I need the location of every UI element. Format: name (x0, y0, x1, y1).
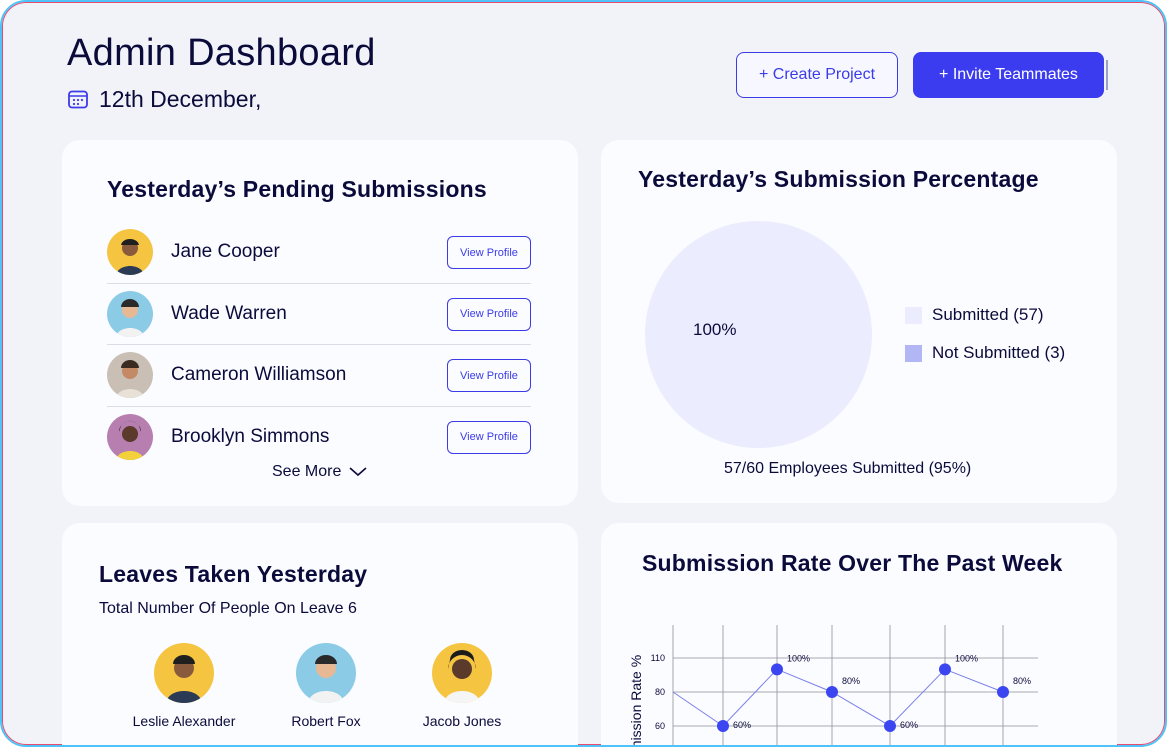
legend-item-not-submitted: Not Submitted (3) (905, 334, 1065, 372)
view-profile-button[interactable]: View Profile (447, 236, 531, 269)
data-point (939, 663, 951, 676)
leaves-taken-card: Leaves Taken Yesterday Total Number Of P… (62, 523, 578, 745)
data-point (997, 686, 1009, 698)
list-item: Brooklyn Simmons View Profile (107, 407, 531, 469)
y-tick-label: 80 (655, 687, 665, 697)
submission-rate-card: Submission Rate Over The Past Week 110 80… (601, 523, 1117, 747)
submission-percentage-title: Yesterday’s Submission Percentage (638, 166, 1039, 192)
person-name: Robert Fox (291, 713, 361, 729)
person-name: Jacob Jones (422, 713, 502, 729)
data-label: 60% (900, 720, 918, 730)
person-name: Leslie Alexander (132, 713, 236, 729)
chevron-down-icon (349, 467, 367, 477)
create-project-button[interactable]: + Create Project (736, 52, 898, 98)
leaves-subtitle: Total Number Of People On Leave 6 (99, 600, 357, 617)
y-tick-label: 110 (651, 653, 665, 663)
header-divider (1106, 60, 1108, 90)
person-name: Jane Cooper (171, 241, 280, 263)
view-profile-button[interactable]: View Profile (447, 297, 531, 331)
data-point (826, 686, 838, 698)
submission-percentage-card: Yesterday’s Submission Percentage 100% S… (601, 140, 1117, 503)
page-title: Admin Dashboard (67, 32, 376, 74)
avatar (154, 643, 214, 703)
person-name: Cameron Williamson (171, 364, 347, 386)
pending-submissions-title: Yesterday’s Pending Submissions (107, 176, 487, 202)
date-row: 12th December, (67, 84, 261, 114)
avatar (107, 414, 153, 461)
y-axis-label: Submission Rate % (628, 655, 644, 747)
list-item: Cameron Williamson View Profile (107, 345, 531, 407)
view-profile-button[interactable]: View Profile (447, 359, 531, 392)
legend-label: Submitted (57) (932, 305, 1044, 324)
list-item: Wade Warren View Profile (107, 284, 531, 345)
invite-teammates-button[interactable]: + Invite Teammates (913, 52, 1104, 98)
avatar (432, 643, 492, 703)
pie-label: 100% (693, 320, 737, 339)
current-date: 12th December, (99, 85, 262, 112)
legend-item-submitted: Submitted (57) (905, 296, 1065, 334)
view-profile-button[interactable]: View Profile (447, 420, 531, 454)
see-more-label: See More (272, 463, 342, 480)
avatar (107, 229, 153, 276)
pending-submissions-card: Yesterday’s Pending Submissions Jane Coo… (62, 140, 578, 506)
pending-list: Jane Cooper View Profile Wade Warren Vie… (107, 222, 531, 468)
list-item: Jane Cooper View Profile (107, 222, 531, 284)
data-point (717, 720, 729, 732)
avatar (296, 643, 356, 703)
data-point (884, 720, 896, 732)
list-item: Jacob Jones (392, 643, 532, 729)
data-label: 100% (787, 653, 810, 663)
list-item: Robert Fox (256, 643, 396, 729)
series-line (672, 668, 1004, 727)
data-point (771, 663, 783, 676)
submission-rate-title: Submission Rate Over The Past Week (642, 550, 1063, 576)
person-name: Brooklyn Simmons (171, 426, 330, 448)
avatar (107, 352, 153, 399)
list-item: Leslie Alexander (114, 643, 254, 729)
legend-swatch (905, 344, 922, 362)
y-tick-label: 60 (655, 721, 665, 731)
submission-rate-line-chart: 110 80 60 Submission Rate % 60% 100% 80% 60% 100… (628, 625, 1038, 747)
data-label: 60% (733, 720, 751, 730)
pie-legend: Submitted (57) Not Submitted (3) (905, 296, 1065, 372)
data-label: 80% (1013, 676, 1031, 686)
legend-label: Not Submitted (3) (932, 343, 1066, 362)
data-label: 80% (842, 676, 860, 686)
calendar-icon (68, 90, 88, 109)
data-label: 100% (955, 653, 978, 663)
avatar (107, 290, 153, 337)
submission-pie-chart (645, 221, 872, 448)
submission-summary: 57/60 Employees Submitted (95%) (724, 460, 972, 477)
leaves-title: Leaves Taken Yesterday (99, 561, 368, 587)
pie-slice-submitted (645, 221, 872, 448)
see-more-link[interactable]: See More (272, 463, 367, 481)
leave-people-list: Leslie Alexander Robert Fox Jacob Jones (122, 643, 522, 733)
legend-swatch (905, 306, 922, 324)
person-name: Wade Warren (171, 302, 287, 324)
